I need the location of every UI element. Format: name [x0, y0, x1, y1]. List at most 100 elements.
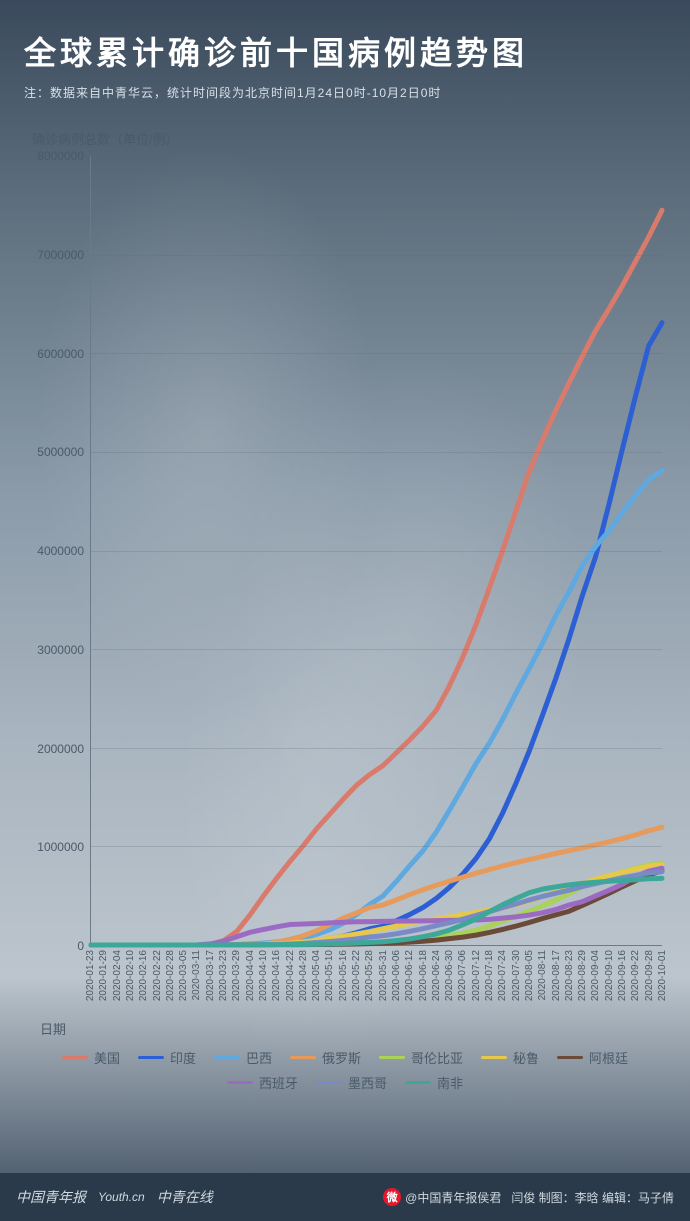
legend-item: 墨西哥	[316, 1073, 387, 1092]
chart-container: 确诊病例总数（单位/例） 010000002000000300000040000…	[0, 109, 690, 1026]
x-tick: 2020-09-28	[644, 950, 655, 1001]
x-tick: 2020-06-18	[418, 950, 429, 1001]
grid-line-h	[91, 748, 662, 749]
x-tick: 2020-03-29	[231, 950, 242, 1001]
x-tick: 2020-09-04	[590, 950, 601, 1001]
x-tick: 2020-03-05	[178, 950, 189, 1001]
y-tick: 5000000	[37, 445, 84, 459]
legend-item: 印度	[138, 1048, 196, 1067]
legend-label: 阿根廷	[589, 1048, 628, 1067]
legend-item: 巴西	[214, 1048, 272, 1067]
x-tick: 2020-07-06	[457, 950, 468, 1001]
y-tick: 2000000	[37, 742, 84, 756]
legend-label: 哥伦比亚	[411, 1048, 463, 1067]
y-tick: 1000000	[37, 840, 84, 854]
legend-item: 西班牙	[227, 1073, 298, 1092]
x-tick: 2020-04-10	[258, 950, 269, 1001]
x-tick: 2020-08-29	[577, 950, 588, 1001]
x-tick: 2020-05-28	[364, 950, 375, 1001]
legend-item: 俄罗斯	[290, 1048, 361, 1067]
weibo-handle: @中国青年报侯君	[405, 1189, 501, 1206]
legend-label: 秘鲁	[513, 1048, 539, 1067]
y-tick: 6000000	[37, 347, 84, 361]
grid-line-h	[91, 452, 662, 453]
y-axis: 0100000020000003000000400000050000006000…	[20, 156, 90, 946]
x-tick: 2020-07-12	[471, 950, 482, 1001]
grid-line-h	[91, 846, 662, 847]
legend-label: 巴西	[246, 1048, 272, 1067]
grid-line-h	[91, 551, 662, 552]
chart-legend: 美国印度巴西俄罗斯哥伦比亚秘鲁阿根廷西班牙墨西哥南非	[0, 1030, 690, 1102]
y-tick: 0	[77, 939, 84, 953]
x-tick: 2020-07-18	[484, 950, 495, 1001]
footer-brands: 中国青年报 Youth.cn 中青在线	[16, 1187, 213, 1207]
x-tick: 2020-02-10	[125, 950, 136, 1001]
x-tick: 2020-03-11	[191, 950, 202, 1000]
x-tick: 2020-08-05	[524, 950, 535, 1001]
legend-swatch	[379, 1056, 405, 1059]
legend-item: 阿根廷	[557, 1048, 628, 1067]
footer-bar: 中国青年报 Youth.cn 中青在线 微 @中国青年报侯君 闫俊 制图：李晗 …	[0, 1173, 690, 1221]
x-tick: 2020-04-04	[245, 950, 256, 1001]
plot-region	[90, 156, 662, 946]
legend-swatch	[405, 1081, 431, 1084]
x-tick: 2020-09-22	[630, 950, 641, 1001]
x-tick: 2020-02-28	[165, 950, 176, 1001]
x-tick: 2020-06-24	[431, 950, 442, 1001]
credits-text: 闫俊 制图：李晗 编辑：马子倩	[511, 1189, 674, 1206]
y-tick: 8000000	[37, 149, 84, 163]
x-tick: 2020-02-16	[138, 950, 149, 1001]
legend-swatch	[316, 1081, 342, 1084]
x-tick: 2020-03-17	[205, 950, 216, 1001]
x-tick: 2020-04-28	[298, 950, 309, 1001]
legend-swatch	[214, 1056, 240, 1059]
x-tick: 2020-08-11	[537, 950, 548, 1000]
page-title: 全球累计确诊前十国病例趋势图	[24, 28, 666, 74]
x-tick: 2020-02-04	[112, 950, 123, 1001]
grid-line-h	[91, 255, 662, 256]
x-tick: 2020-10-01	[657, 950, 668, 1001]
y-axis-title: 确诊病例总数（单位/例）	[32, 129, 670, 148]
grid-line-h	[91, 649, 662, 650]
x-axis: 2020-01-232020-01-292020-02-042020-02-10…	[90, 946, 662, 1026]
legend-swatch	[62, 1056, 88, 1059]
x-tick: 2020-05-22	[351, 950, 362, 1001]
brand-3: 中青在线	[157, 1187, 213, 1207]
x-tick: 2020-08-23	[564, 950, 575, 1001]
x-tick: 2020-03-23	[218, 950, 229, 1001]
legend-swatch	[138, 1056, 164, 1059]
page-subtitle: 注：数据来自中青华云，统计时间段为北京时间1月24日0时-10月2日0时	[24, 84, 666, 101]
legend-label: 西班牙	[259, 1073, 298, 1092]
x-tick: 2020-07-30	[511, 950, 522, 1001]
x-tick: 2020-05-16	[338, 950, 349, 1001]
x-tick: 2020-06-12	[404, 950, 415, 1001]
series-line	[91, 470, 662, 945]
x-tick: 2020-09-16	[617, 950, 628, 1001]
y-tick: 3000000	[37, 643, 84, 657]
legend-label: 俄罗斯	[322, 1048, 361, 1067]
legend-swatch	[227, 1081, 253, 1084]
x-tick: 2020-05-10	[324, 950, 335, 1001]
grid-line-h	[91, 353, 662, 354]
legend-swatch	[481, 1056, 507, 1059]
legend-item: 南非	[405, 1073, 463, 1092]
x-tick: 2020-04-22	[285, 950, 296, 1001]
x-tick: 2020-02-22	[152, 950, 163, 1001]
brand-1: 中国青年报	[16, 1187, 86, 1207]
legend-swatch	[557, 1056, 583, 1059]
grid-line-h	[91, 156, 662, 157]
legend-item: 哥伦比亚	[379, 1048, 463, 1067]
legend-label: 墨西哥	[348, 1073, 387, 1092]
x-tick: 2020-04-16	[271, 950, 282, 1001]
legend-item: 秘鲁	[481, 1048, 539, 1067]
x-tick: 2020-05-31	[378, 950, 389, 1001]
x-tick: 2020-01-29	[98, 950, 109, 1001]
chart-plot-area: 0100000020000003000000400000050000006000…	[20, 156, 670, 1026]
x-tick: 2020-07-24	[497, 950, 508, 1001]
x-tick: 2020-01-23	[85, 950, 96, 1001]
brand-2: Youth.cn	[98, 1190, 145, 1204]
x-tick: 2020-06-30	[444, 950, 455, 1001]
x-tick: 2020-08-17	[551, 950, 562, 1001]
x-tick: 2020-06-06	[391, 950, 402, 1001]
legend-label: 印度	[170, 1048, 196, 1067]
